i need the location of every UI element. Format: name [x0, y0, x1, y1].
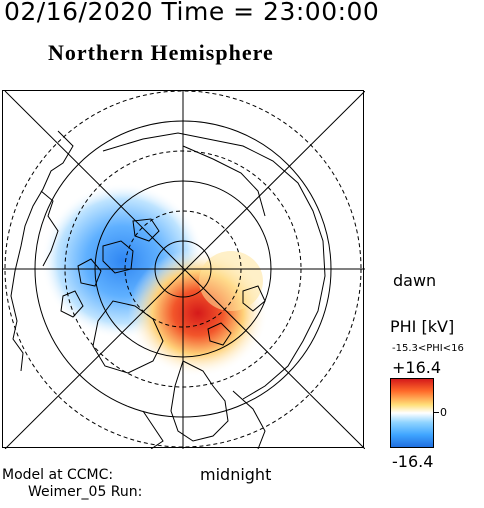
colorbar: [390, 378, 434, 448]
midnight-label: midnight: [200, 465, 272, 484]
polar-map-frame: [2, 90, 365, 449]
polar-map: [3, 91, 365, 449]
dawn-label: dawn: [393, 271, 437, 290]
positive-potential-cell-upper: [199, 251, 263, 311]
coastlines: [10, 130, 326, 449]
run-label: Weimer_05 Run:: [28, 484, 143, 500]
colorbar-range: -15.3<PHI<16: [392, 343, 464, 354]
colorbar-min-label: -16.4: [392, 452, 434, 471]
meridian-line: [4, 91, 365, 449]
date-time-header: 02/16/2020 Time = 23:00:00: [4, 0, 380, 26]
model-label: Model at CCMC:: [2, 467, 114, 483]
colorbar-max-label: +16.4: [392, 358, 442, 377]
colorbar-zero-label: 0: [440, 406, 447, 419]
colorbar-title: PHI [kV]: [390, 317, 455, 336]
colorbar-zero-tick: [434, 412, 439, 413]
hemisphere-title: Northern Hemisphere: [48, 40, 274, 65]
